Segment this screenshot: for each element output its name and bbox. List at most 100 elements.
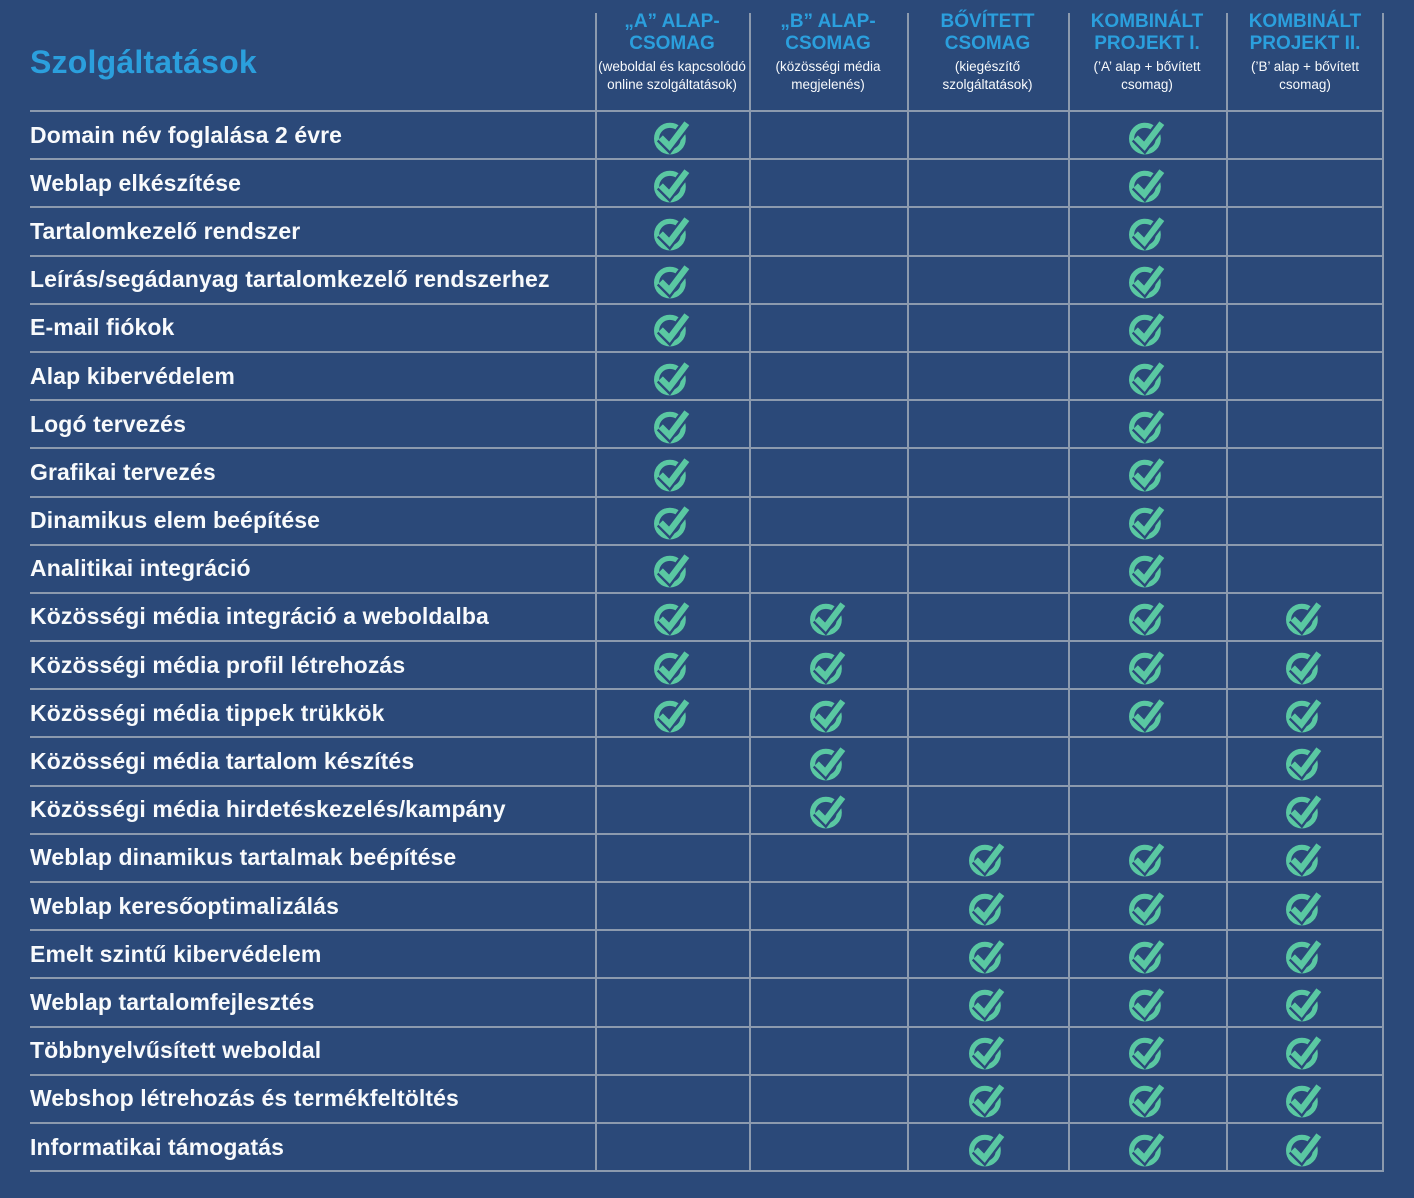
check-circle-icon <box>1128 649 1166 685</box>
check-circle-icon <box>809 697 847 733</box>
check-cell <box>1226 786 1384 835</box>
check-cell <box>595 449 749 498</box>
check-circle-icon <box>653 360 691 395</box>
empty-cell <box>749 1027 907 1076</box>
column-subtitle: (közösségi média megjelenés) <box>775 59 881 92</box>
check-circle-icon <box>1128 697 1166 733</box>
check-circle-icon <box>1285 1035 1323 1070</box>
empty-cell <box>907 401 1068 450</box>
check-circle-icon <box>1285 697 1323 733</box>
check-circle-icon <box>1285 1083 1323 1118</box>
column-title: BŐVÍTETT CSOMAG <box>940 11 1035 55</box>
row-label: Weblap elkészítése <box>30 160 595 209</box>
check-circle-icon <box>1285 745 1323 781</box>
check-circle-icon <box>809 649 847 685</box>
column-header-bovitett-csomag: BŐVÍTETT CSOMAG (kiegészítő szolgáltatáso… <box>907 0 1068 112</box>
column-subtitle: (weboldal és kapcsolódó online szolgálta… <box>598 59 746 92</box>
empty-cell <box>749 449 907 498</box>
empty-cell <box>1226 545 1384 594</box>
empty-cell <box>1226 304 1384 353</box>
check-cell <box>1068 834 1226 883</box>
check-cell <box>1226 1027 1384 1076</box>
check-circle-icon <box>969 938 1007 974</box>
check-cell <box>1226 834 1384 883</box>
check-circle-icon <box>1128 986 1166 1022</box>
check-cell <box>1068 401 1226 450</box>
empty-cell <box>595 979 749 1028</box>
check-circle-icon <box>809 601 847 636</box>
check-circle-icon <box>1128 890 1166 926</box>
empty-cell <box>1068 786 1226 835</box>
check-cell <box>595 112 749 161</box>
check-circle-icon <box>1285 938 1323 974</box>
check-cell <box>595 545 749 594</box>
check-circle-icon <box>653 649 691 685</box>
check-cell <box>907 1123 1068 1173</box>
check-cell <box>1226 883 1384 932</box>
empty-cell <box>907 304 1068 353</box>
column-title: „A” ALAP- CSOMAG <box>624 11 720 55</box>
page-title: Szolgáltatások <box>30 43 257 80</box>
check-cell <box>1068 1027 1226 1076</box>
empty-cell <box>1226 449 1384 498</box>
check-circle-icon <box>1128 1083 1166 1118</box>
page-title-cell: Szolgáltatások <box>30 0 595 112</box>
check-cell <box>1068 642 1226 691</box>
check-circle-icon <box>1285 1131 1323 1166</box>
check-cell <box>595 256 749 305</box>
empty-cell <box>907 160 1068 209</box>
check-cell <box>1068 1123 1226 1173</box>
row-label: Domain név foglalása 2 évre <box>30 112 595 161</box>
empty-cell <box>749 1123 907 1173</box>
check-circle-icon <box>1128 264 1166 299</box>
empty-cell <box>1068 738 1226 787</box>
check-circle-icon <box>653 119 691 155</box>
check-cell <box>1068 352 1226 402</box>
check-cell <box>1068 979 1226 1028</box>
row-label: Közösségi média tippek trükkök <box>30 690 595 739</box>
empty-cell <box>1226 256 1384 305</box>
check-cell <box>1068 208 1226 257</box>
empty-cell <box>595 834 749 883</box>
check-circle-icon <box>1285 649 1323 685</box>
check-circle-icon <box>1128 1035 1166 1070</box>
empty-cell <box>595 931 749 980</box>
check-cell <box>907 1027 1068 1076</box>
row-label: Weblap tartalomfejlesztés <box>30 979 595 1028</box>
empty-cell <box>907 786 1068 835</box>
check-circle-icon <box>1128 938 1166 974</box>
empty-cell <box>595 1123 749 1173</box>
check-circle-icon <box>653 215 691 251</box>
check-circle-icon <box>969 890 1007 926</box>
row-label: Közösségi média integráció a weboldalba <box>30 594 595 643</box>
column-header-kombinalt-projekt-1: KOMBINÁLT PROJEKT I. (’A’ alap + bővített… <box>1068 0 1226 112</box>
row-label: Dinamikus elem beépítése <box>30 498 595 546</box>
check-circle-icon <box>1128 312 1166 347</box>
empty-cell <box>907 642 1068 691</box>
check-cell <box>595 160 749 209</box>
empty-cell <box>1226 352 1384 402</box>
check-cell <box>1068 160 1226 209</box>
check-circle-icon <box>653 505 691 540</box>
check-circle-icon <box>1285 794 1323 829</box>
check-cell <box>1226 690 1384 739</box>
empty-cell <box>749 979 907 1028</box>
column-header-kombinalt-projekt-2: KOMBINÁLT PROJEKT II. (’B’ alap + bővítet… <box>1226 0 1384 112</box>
empty-cell <box>595 1075 749 1124</box>
row-label: Grafikai tervezés <box>30 449 595 498</box>
column-title: KOMBINÁLT PROJEKT II. <box>1248 11 1362 55</box>
check-circle-icon <box>653 553 691 588</box>
check-cell <box>749 690 907 739</box>
empty-cell <box>1226 401 1384 450</box>
check-cell <box>1226 738 1384 787</box>
row-label: Emelt szintű kibervédelem <box>30 931 595 980</box>
empty-cell <box>907 112 1068 161</box>
check-circle-icon <box>1285 890 1323 926</box>
service-comparison-table: Szolgáltatások „A” ALAP- CSOMAG (weboldal… <box>30 0 1384 1173</box>
empty-cell <box>749 352 907 402</box>
empty-cell <box>595 1027 749 1076</box>
check-circle-icon <box>653 697 691 733</box>
check-cell <box>907 979 1068 1028</box>
empty-cell <box>907 449 1068 498</box>
check-circle-icon <box>969 986 1007 1022</box>
